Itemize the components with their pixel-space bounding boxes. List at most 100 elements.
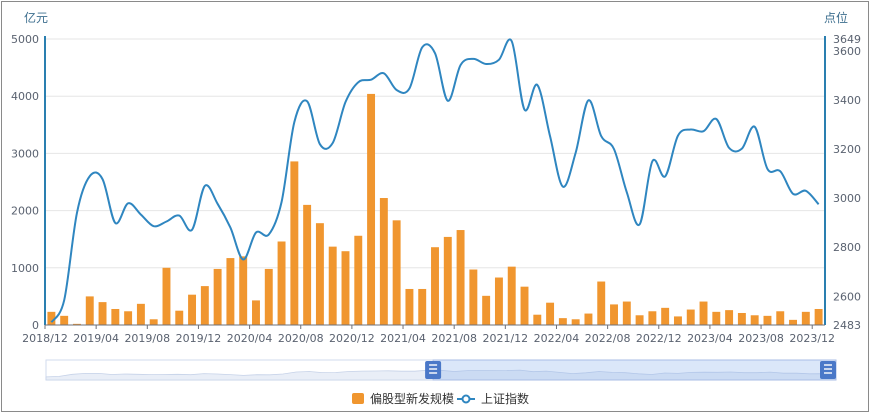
bar [801,311,810,325]
bar [73,323,81,325]
bar [725,310,734,325]
bar [776,311,785,325]
left-axis-unit: 亿元 [24,10,48,25]
bar [252,300,260,325]
right-tick-label: 3000 [833,192,861,205]
bar [213,268,222,325]
bar [431,247,439,325]
right-tick-label: 2800 [833,241,861,254]
bar [533,314,542,325]
zoom-handle-left[interactable] [425,361,442,379]
bar [648,311,657,325]
bar [328,246,337,325]
legend-swatch-bar [352,393,364,404]
bar [354,235,363,325]
bar [47,311,56,325]
bar [789,319,797,325]
bar [673,316,682,325]
left-tick-label: 1000 [11,262,39,275]
bar [136,303,145,325]
right-axis-unit: 点位 [824,10,848,25]
bar [367,93,376,325]
bar [405,288,414,325]
bar [277,241,286,325]
bar [85,296,94,325]
bar [290,161,299,325]
axes: 0 1000 2000 3000 4000 5000 2483 2600 2800 3000 320… [11,33,861,345]
legend-marker-line [461,394,471,404]
bar [175,310,184,325]
bar [661,307,670,325]
line-series [50,38,820,323]
bar [814,308,823,325]
x-tick-label: 2023/08 [738,332,784,345]
bar [315,223,324,325]
right-tick-label: 3400 [833,94,861,107]
x-tick-label: 2020/04 [227,332,273,345]
bar [763,315,772,325]
x-tick-label: 2021/08 [431,332,477,345]
legend-label-bar: 偏股型新发规模 [370,391,454,406]
bar [622,301,631,325]
bar-series [47,93,823,325]
bar [469,269,478,325]
x-tick-label: 2023/04 [687,332,733,345]
bar [737,312,746,325]
left-tick-label: 3000 [11,147,39,160]
bar [712,311,721,325]
bar [392,220,401,325]
bar [494,277,503,325]
x-tick-label: 2020/08 [278,332,324,345]
bar [584,313,593,325]
x-tick-label: 2019/04 [73,332,119,345]
bar [303,204,312,325]
bar [750,315,759,325]
legend: 偏股型新发规模 上证指数 [352,391,529,406]
x-tick-label: 2019/08 [124,332,170,345]
bar [418,288,427,325]
zoom-window [432,359,837,381]
bar [60,315,69,325]
x-tick-label: 2023/12 [789,332,835,345]
bar [507,266,516,325]
right-tick-label: 3600 [833,45,861,58]
bar [200,286,209,325]
zoom-handle-right[interactable] [820,361,836,379]
bar [558,318,567,325]
bar [571,319,580,325]
right-tick-label: 2483 [833,319,861,332]
bar [520,286,529,325]
bar [610,304,618,325]
right-tick-label: 3200 [833,143,861,156]
x-tick-label: 2021/12 [482,332,528,345]
bar [546,302,555,325]
bar [597,281,606,325]
left-tick-label: 2000 [11,205,39,218]
left-tick-label: 5000 [11,33,39,46]
x-tick-label: 2022/08 [585,332,631,345]
right-tick-label: 2600 [833,290,861,303]
handle-body [820,361,836,379]
handle-body [425,361,442,379]
x-tick-label: 2021/04 [380,332,426,345]
bar [162,267,171,325]
bar [264,268,273,325]
x-tick-label: 2022/04 [534,332,580,345]
bar [686,309,695,325]
legend-label-line: 上证指数 [481,391,529,406]
x-tick-label: 2018/12 [22,332,68,345]
bar [226,258,235,325]
bar [699,301,708,325]
gridlines [45,38,825,269]
data-zoom-slider[interactable] [45,359,837,381]
line-path [50,38,820,323]
bar [456,230,465,325]
bar [635,315,644,325]
bar [341,251,350,325]
bar [111,308,120,325]
x-tick-label: 2022/12 [636,332,682,345]
bar [98,302,107,325]
bar [379,198,388,325]
right-tick-label: 3649 [833,33,861,46]
